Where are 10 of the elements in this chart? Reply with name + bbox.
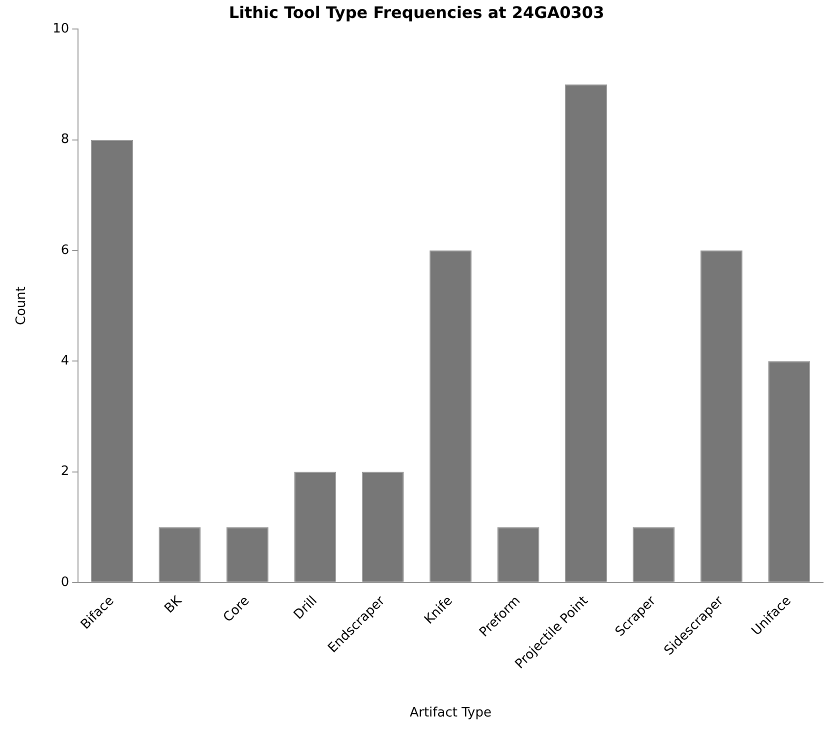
x-tick-label: BK [162,593,186,616]
x-axis-title: Artifact Type [410,706,492,721]
y-tick-label: 10 [52,22,70,37]
y-tick-label: 2 [60,464,70,480]
chart-title: Lithic Tool Type Frequencies at 24GA0303 [228,2,604,22]
y-tick-label: 8 [60,132,70,148]
y-tick-label: 6 [60,242,70,258]
y-axis-title: Count [14,286,30,326]
y-tick-label: 4 [60,354,70,368]
y-tick-label: 0 [60,574,70,590]
